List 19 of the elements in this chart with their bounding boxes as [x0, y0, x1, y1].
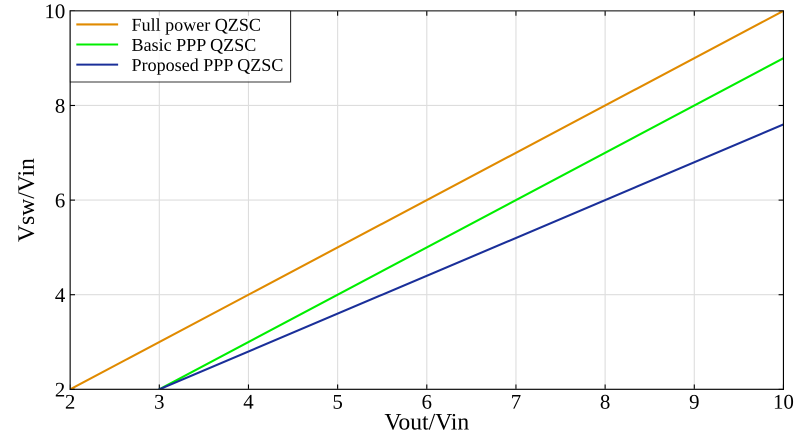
- x-tick-label: 9: [690, 394, 699, 409]
- x-tick-label: 5: [334, 395, 342, 409]
- y-tick-label: 2: [56, 382, 64, 397]
- y-tick-label: 10: [46, 4, 64, 18]
- x-tick-label: 6: [422, 394, 432, 409]
- legend-label: Full power QZSC: [132, 18, 260, 35]
- y-axis-title: Vsw/Vin: [18, 158, 34, 242]
- y-tick-label: 4: [55, 288, 65, 302]
- y-tick-label: 6: [56, 194, 65, 208]
- legend-label: Proposed PPP QZSC: [132, 58, 282, 75]
- x-tick-label: 8: [600, 394, 610, 409]
- x-tick-label: 10: [774, 394, 794, 409]
- x-tick-label: 7: [512, 395, 521, 409]
- x-tick-label: 4: [244, 394, 254, 409]
- legend-label: Basic PPP QZSC: [132, 38, 256, 54]
- y-tick-label: 8: [56, 98, 64, 113]
- x-tick-label: 2: [66, 394, 74, 409]
- x-tick-label: 3: [155, 394, 164, 409]
- x-axis-title: Vout/Vin: [384, 414, 469, 430]
